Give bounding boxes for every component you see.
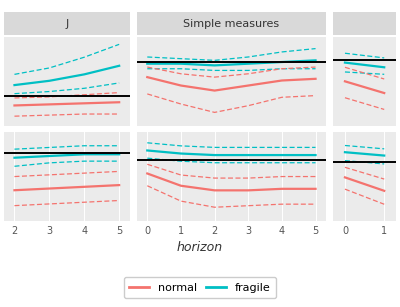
Text: J: J bbox=[65, 19, 68, 29]
Legend: normal, fragile: normal, fragile bbox=[124, 277, 276, 298]
Text: Simple measures: Simple measures bbox=[183, 19, 280, 29]
Text: horizon: horizon bbox=[177, 241, 223, 254]
